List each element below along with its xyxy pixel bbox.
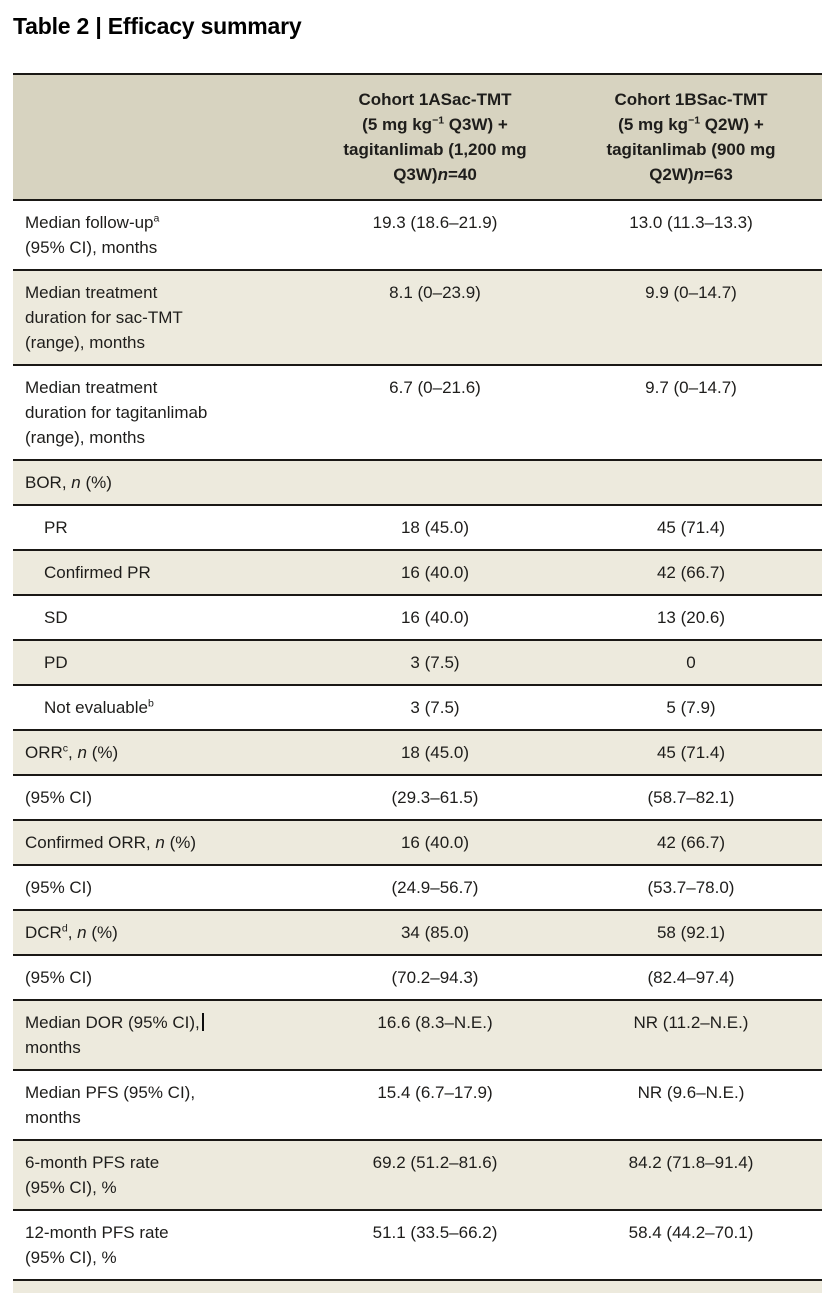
superscript: −1 — [688, 114, 701, 127]
table-row: Confirmed ORR, n (%) 16 (40.0) 42 (66.7) — [13, 820, 822, 865]
italic-n: n — [437, 165, 448, 184]
row-label: Median DOR (95% CI), months — [13, 1000, 310, 1070]
cell-value: 18 (45.0) — [310, 730, 560, 775]
cell-value: 42 (66.7) — [560, 820, 822, 865]
cell-value: 45 (71.4) — [560, 730, 822, 775]
italic-n: n — [71, 473, 81, 492]
italic-n: n — [155, 833, 165, 852]
cell-value: 19.3 (18.6–21.9) — [310, 200, 560, 270]
table-row: PD 3 (7.5) 0 — [13, 640, 822, 685]
superscript: −1 — [432, 114, 445, 127]
cell-value: (24.9–56.7) — [310, 865, 560, 910]
cell-value — [310, 460, 560, 505]
cell-value: 13 (20.6) — [560, 595, 822, 640]
cell-value: 3 (7.5) — [310, 685, 560, 730]
table-row: PR 18 (45.0) 45 (71.4) — [13, 505, 822, 550]
cell-value: (82.4–97.4) — [560, 955, 822, 1000]
header-cell-empty — [13, 74, 310, 200]
cell-value: 69.2 (51.2–81.6) — [310, 1140, 560, 1210]
row-label: BOR, n (%) — [13, 460, 310, 505]
table-row: (95% CI) (24.9–56.7) (53.7–78.0) — [13, 865, 822, 910]
table-body: Median follow-upa (95% CI), months 19.3 (1… — [13, 200, 822, 1280]
row-label: DCRd, n (%) — [13, 910, 310, 955]
row-label: (95% CI) — [13, 955, 310, 1000]
efficacy-table: Cohort 1ASac-TMT (5 mg kg−1 Q3W) + tagitan… — [13, 73, 822, 1281]
cell-value: 9.9 (0–14.7) — [560, 270, 822, 365]
row-label: ORRc, n (%) — [13, 730, 310, 775]
table-row: Median treatment duration for sac-TMT (ran… — [13, 270, 822, 365]
cell-value: 16 (40.0) — [310, 820, 560, 865]
row-label: 12-month PFS rate (95% CI), % — [13, 1210, 310, 1280]
row-label: Confirmed ORR, n (%) — [13, 820, 310, 865]
superscript: b — [147, 697, 154, 710]
superscript: a — [153, 212, 160, 225]
cell-value: (70.2–94.3) — [310, 955, 560, 1000]
cell-value: 16 (40.0) — [310, 550, 560, 595]
table-row: (95% CI) (70.2–94.3) (82.4–97.4) — [13, 955, 822, 1000]
row-label: Median treatment duration for tagitanlima… — [13, 365, 310, 460]
table-row: Median DOR (95% CI), months 16.6 (8.3–N.E.… — [13, 1000, 822, 1070]
efficacy-table-container: Cohort 1ASac-TMT (5 mg kg−1 Q3W) + tagitan… — [13, 73, 822, 1293]
row-label: Median treatment duration for sac-TMT (ran… — [13, 270, 310, 365]
row-label: Not evaluableb — [13, 685, 310, 730]
cell-value: NR (9.6–N.E.) — [560, 1070, 822, 1140]
table-row: SD 16 (40.0) 13 (20.6) — [13, 595, 822, 640]
cell-value: 16 (40.0) — [310, 595, 560, 640]
column-header: Cohort 1BSac-TMT (5 mg kg−1 Q2W) + tagitan… — [560, 74, 822, 200]
superscript: c — [62, 742, 69, 755]
cell-value: 0 — [560, 640, 822, 685]
cell-value: 9.7 (0–14.7) — [560, 365, 822, 460]
row-label: Confirmed PR — [13, 550, 310, 595]
row-label: PR — [13, 505, 310, 550]
text-cursor — [201, 1012, 204, 1032]
cell-value: 58.4 (44.2–70.1) — [560, 1210, 822, 1280]
row-label: SD — [13, 595, 310, 640]
cell-value: 18 (45.0) — [310, 505, 560, 550]
cell-value: 3 (7.5) — [310, 640, 560, 685]
cell-value: 45 (71.4) — [560, 505, 822, 550]
table-row: DCRd, n (%) 34 (85.0) 58 (92.1) — [13, 910, 822, 955]
table-row: (95% CI) (29.3–61.5) (58.7–82.1) — [13, 775, 822, 820]
table-header: Cohort 1ASac-TMT (5 mg kg−1 Q3W) + tagitan… — [13, 74, 822, 200]
row-label: 6-month PFS rate (95% CI), % — [13, 1140, 310, 1210]
cell-value: 51.1 (33.5–66.2) — [310, 1210, 560, 1280]
table-row: BOR, n (%) — [13, 460, 822, 505]
cell-value: (53.7–78.0) — [560, 865, 822, 910]
cell-value: 84.2 (71.8–91.4) — [560, 1140, 822, 1210]
table-row: 6-month PFS rate (95% CI), % 69.2 (51.2–81… — [13, 1140, 822, 1210]
table-title: Table 2 | Efficacy summary — [13, 13, 302, 39]
table-row: Not evaluableb 3 (7.5) 5 (7.9) — [13, 685, 822, 730]
cell-value: 34 (85.0) — [310, 910, 560, 955]
cell-value: 8.1 (0–23.9) — [310, 270, 560, 365]
row-label: (95% CI) — [13, 775, 310, 820]
column-header: Cohort 1ASac-TMT (5 mg kg−1 Q3W) + tagitan… — [310, 74, 560, 200]
cell-value: 6.7 (0–21.6) — [310, 365, 560, 460]
italic-n: n — [77, 743, 87, 762]
table-row: 12-month PFS rate (95% CI), % 51.1 (33.5–6… — [13, 1210, 822, 1280]
superscript: d — [61, 922, 68, 935]
table-row: Confirmed PR 16 (40.0) 42 (66.7) — [13, 550, 822, 595]
italic-n: n — [77, 923, 87, 942]
cell-value: (58.7–82.1) — [560, 775, 822, 820]
row-label: Median PFS (95% CI), months — [13, 1070, 310, 1140]
cell-value: 5 (7.9) — [560, 685, 822, 730]
cell-value: (29.3–61.5) — [310, 775, 560, 820]
table-row: Median follow-upa (95% CI), months 19.3 (1… — [13, 200, 822, 270]
cell-value: 13.0 (11.3–13.3) — [560, 200, 822, 270]
table-row: Median treatment duration for tagitanlima… — [13, 365, 822, 460]
row-label: (95% CI) — [13, 865, 310, 910]
cell-value: 15.4 (6.7–17.9) — [310, 1070, 560, 1140]
header-row: Cohort 1ASac-TMT (5 mg kg−1 Q3W) + tagitan… — [13, 74, 822, 200]
table-row: Median PFS (95% CI), months 15.4 (6.7–17.9… — [13, 1070, 822, 1140]
partial-next-row — [13, 1281, 822, 1293]
cell-value: 16.6 (8.3–N.E.) — [310, 1000, 560, 1070]
row-label: PD — [13, 640, 310, 685]
row-label: Median follow-upa (95% CI), months — [13, 200, 310, 270]
table-row: ORRc, n (%) 18 (45.0) 45 (71.4) — [13, 730, 822, 775]
cell-value: 58 (92.1) — [560, 910, 822, 955]
cell-value: NR (11.2–N.E.) — [560, 1000, 822, 1070]
italic-n: n — [693, 165, 704, 184]
cell-value: 42 (66.7) — [560, 550, 822, 595]
cell-value — [560, 460, 822, 505]
